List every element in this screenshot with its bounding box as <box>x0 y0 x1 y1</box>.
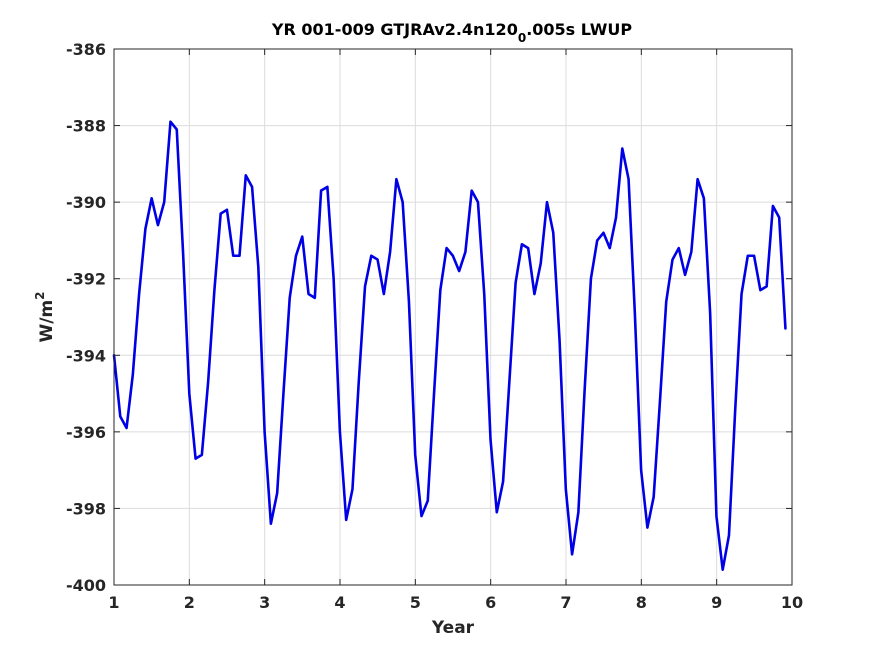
y-tick-label: -390 <box>66 193 106 212</box>
y-tick-label: -388 <box>66 117 106 136</box>
y-tick-label: -400 <box>66 576 106 595</box>
chart-title: YR 001-009 GTJRAv2.4n1200.005s LWUP <box>271 20 632 45</box>
chart-title-rest: .005s LWUP <box>526 20 632 39</box>
x-tick-label: 2 <box>184 593 195 612</box>
x-tick-labels: 1 2 3 4 5 6 7 8 9 10 <box>108 593 803 612</box>
x-tick-label: 3 <box>259 593 270 612</box>
y-axis-label-base: W/m <box>37 300 57 343</box>
x-tick-label: 10 <box>781 593 803 612</box>
x-tick-label: 7 <box>560 593 571 612</box>
x-tick-label: 1 <box>108 593 119 612</box>
x-tick-label: 5 <box>410 593 421 612</box>
x-tick-label: 9 <box>711 593 722 612</box>
y-tick-label: -398 <box>66 499 106 518</box>
data-layer <box>112 120 787 571</box>
plot-frame <box>113 48 793 586</box>
y-axis-label: W/m2 <box>33 291 57 342</box>
plot-background <box>114 49 792 585</box>
series-line <box>112 120 787 571</box>
x-tick-label: 8 <box>636 593 647 612</box>
y-tick-label: -394 <box>66 346 106 365</box>
y-tick-label: -396 <box>66 423 106 442</box>
x-axis-label: Year <box>431 618 475 638</box>
chart-title-main: YR 001-009 GTJRAv2.4n120 <box>271 20 518 39</box>
x-tick-label: 6 <box>485 593 496 612</box>
tick-marks <box>113 48 793 586</box>
y-tick-label: -392 <box>66 270 106 289</box>
y-tick-label: -386 <box>66 40 106 59</box>
x-tick-label: 4 <box>334 593 345 612</box>
y-axis-label-superscript: 2 <box>33 291 47 299</box>
chart-title-subscript: 0 <box>518 31 526 45</box>
y-tick-labels: -386 -388 -390 -392 -394 -396 -398 -400 <box>66 40 106 595</box>
